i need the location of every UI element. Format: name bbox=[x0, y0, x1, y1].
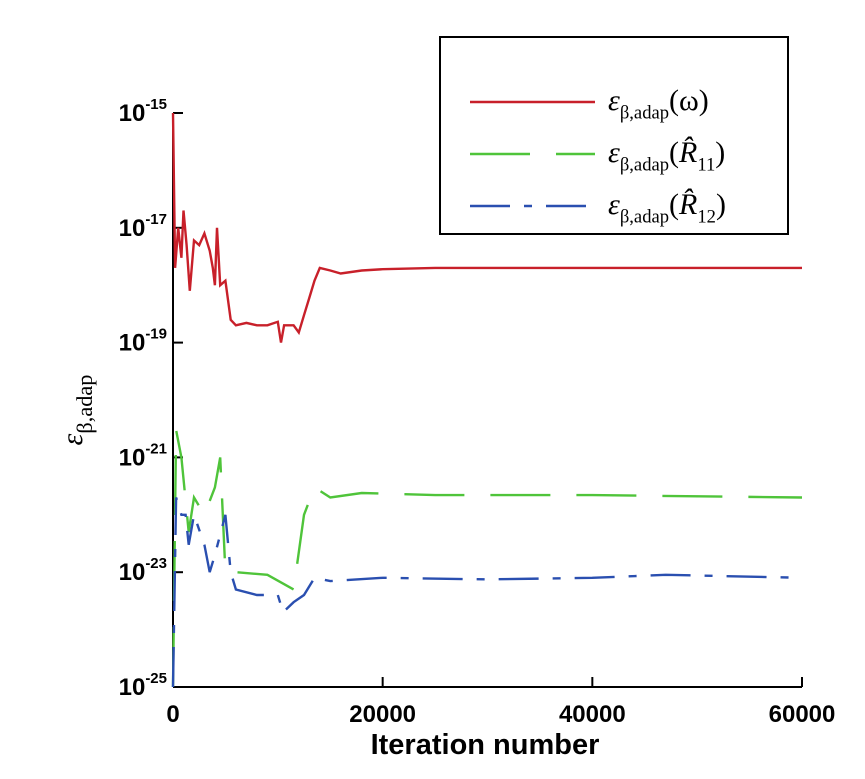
y-tick-label: 10-25 bbox=[119, 670, 167, 701]
y-tick-exponent: -21 bbox=[145, 440, 167, 457]
math-part: β,adap bbox=[72, 375, 97, 434]
legend-label: εβ,adap(ω) bbox=[608, 84, 709, 123]
series-line bbox=[171, 497, 803, 688]
x-tick-label: 60000 bbox=[769, 701, 836, 728]
series-line bbox=[171, 429, 803, 688]
x-axis-label: Iteration number bbox=[371, 729, 600, 761]
y-tick-base: 10 bbox=[119, 100, 146, 127]
legend-label: εβ,adap(R̂12) bbox=[608, 188, 726, 227]
math-part: R̂ bbox=[678, 136, 697, 169]
math-part: ( bbox=[669, 188, 679, 221]
math-part: 11 bbox=[697, 154, 715, 175]
math-part: β,adap bbox=[620, 154, 669, 175]
math-part: β,adap bbox=[620, 102, 669, 123]
series-line bbox=[171, 112, 802, 343]
math-part: ) bbox=[715, 136, 725, 169]
x-tick-label: 20000 bbox=[349, 701, 416, 728]
y-tick-base: 10 bbox=[119, 330, 146, 357]
math-part: β,adap bbox=[620, 206, 669, 227]
math-part: ε bbox=[56, 433, 89, 445]
legend-label: εβ,adap(R̂11) bbox=[608, 136, 725, 175]
math-part: ε bbox=[608, 84, 620, 117]
y-tick-exponent: -25 bbox=[145, 670, 167, 687]
y-tick-label: 10-23 bbox=[119, 555, 167, 586]
x-tick-label: 0 bbox=[166, 701, 179, 728]
x-tick-label: 40000 bbox=[559, 701, 626, 728]
y-tick-exponent: -19 bbox=[145, 326, 167, 343]
y-axis-label: εβ,adap bbox=[56, 375, 97, 446]
y-tick-exponent: -17 bbox=[145, 211, 167, 228]
legend-box bbox=[439, 36, 789, 235]
math-part: ) bbox=[716, 188, 726, 221]
math-part: ( bbox=[669, 136, 679, 169]
y-tick-base: 10 bbox=[119, 674, 146, 701]
math-part: ε bbox=[608, 188, 620, 221]
y-tick-base: 10 bbox=[119, 559, 146, 586]
y-tick-base: 10 bbox=[119, 444, 146, 471]
math-part: ε bbox=[608, 136, 620, 169]
math-part: R̂ bbox=[678, 188, 697, 221]
y-tick-exponent: -23 bbox=[145, 555, 167, 572]
y-tick-label: 10-17 bbox=[119, 211, 167, 242]
y-tick-label: 10-19 bbox=[119, 326, 167, 357]
math-part: (ω) bbox=[669, 84, 709, 117]
y-tick-exponent: -15 bbox=[145, 96, 167, 113]
math-part: 12 bbox=[697, 206, 716, 227]
y-tick-label: 10-21 bbox=[119, 440, 167, 471]
y-tick-base: 10 bbox=[119, 215, 146, 242]
y-tick-label: 10-15 bbox=[119, 96, 167, 127]
